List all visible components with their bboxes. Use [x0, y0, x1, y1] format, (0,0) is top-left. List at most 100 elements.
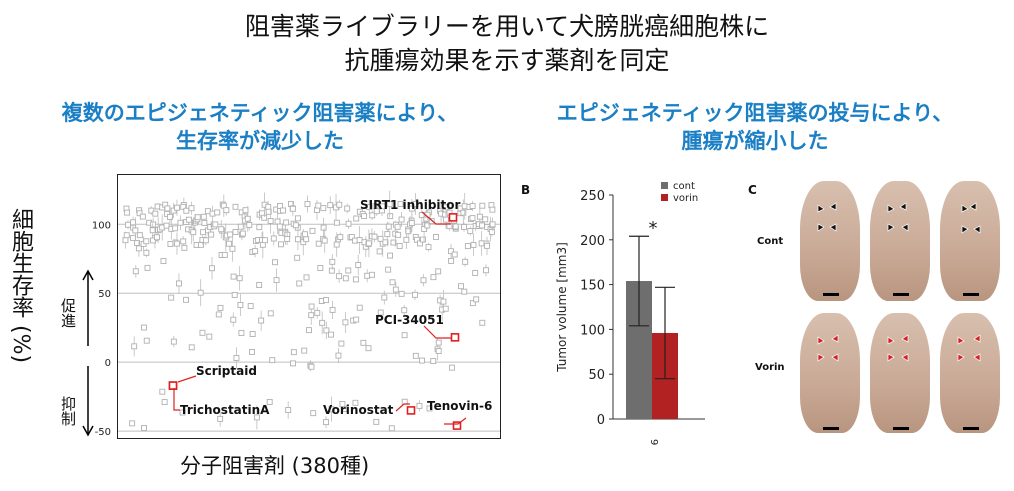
drug-point	[371, 233, 378, 240]
drug-point	[335, 352, 342, 359]
scale-bar	[823, 293, 839, 296]
drug-point	[401, 332, 408, 339]
drug-point	[202, 237, 209, 244]
drug-point	[149, 227, 156, 234]
drug-point	[232, 203, 239, 210]
drug-point	[337, 234, 344, 241]
drug-point	[209, 265, 215, 272]
drug-point	[179, 409, 186, 416]
drug-point	[230, 316, 237, 323]
drug-point	[421, 226, 428, 232]
drug-point	[342, 275, 349, 282]
drug-point	[253, 414, 260, 421]
drug-point	[319, 319, 326, 326]
drug-point	[356, 237, 363, 243]
scale-bar	[893, 293, 909, 296]
drug-point	[342, 319, 349, 326]
y-tick-label: 0	[105, 358, 111, 369]
drug-point	[180, 203, 187, 210]
drug-point	[401, 307, 408, 314]
drug-point	[469, 300, 476, 307]
drug-point	[294, 254, 301, 261]
drug-point	[233, 355, 240, 361]
drug-point	[229, 245, 236, 252]
drug-point	[420, 277, 427, 284]
drug-point	[376, 248, 383, 255]
drug-point	[160, 258, 167, 265]
drug-point	[336, 273, 343, 280]
drug-point	[303, 274, 310, 281]
drug-point	[353, 215, 360, 222]
drug-point	[387, 252, 394, 259]
drug-point	[273, 277, 280, 284]
drug-point	[200, 213, 207, 220]
drug-point	[136, 232, 143, 239]
drug-point	[356, 304, 363, 311]
drug-point	[426, 405, 433, 412]
drug-point	[395, 231, 402, 238]
legend-swatch	[661, 182, 668, 189]
highlighted-point	[450, 333, 460, 342]
drug-point	[470, 241, 477, 248]
drug-point	[366, 204, 373, 211]
drug-point	[167, 241, 174, 248]
drug-point	[140, 324, 147, 331]
drug-point	[244, 215, 251, 222]
bar-y-tick-label: 200	[580, 234, 605, 249]
bar-ylabel: Tumor volume [mm3]	[555, 242, 569, 373]
drug-point	[317, 265, 324, 271]
drug-point	[388, 425, 395, 432]
drug-point	[479, 222, 485, 229]
drug-point	[303, 236, 310, 243]
drug-point	[401, 398, 408, 405]
drug-point	[348, 234, 355, 240]
drug-point	[408, 220, 415, 227]
drug-point	[150, 237, 157, 244]
drug-point	[440, 298, 447, 305]
drug-point	[385, 223, 392, 230]
drug-point	[143, 238, 150, 245]
drug-point	[323, 327, 330, 334]
drug-point	[152, 210, 159, 217]
drug-point	[345, 267, 352, 274]
drug-point	[173, 204, 180, 211]
figure-title-line1: 阻害薬ライブラリーを用いて犬膀胱癌細胞株に	[244, 12, 770, 41]
drug-point	[168, 294, 175, 301]
drug-point	[141, 425, 147, 432]
drug-point	[442, 216, 449, 223]
drug-point	[256, 224, 263, 231]
drug-point	[209, 210, 216, 217]
drug-point	[159, 388, 166, 395]
drug-point	[163, 222, 170, 229]
drug-point	[183, 207, 190, 214]
drug-point	[320, 205, 327, 212]
drug-point	[353, 316, 360, 323]
bar-y-tick-label: 0	[597, 413, 605, 428]
drug-point	[430, 358, 437, 365]
drug-point	[364, 272, 371, 279]
drug-point	[396, 242, 403, 249]
drug-point	[323, 419, 329, 426]
drug-point	[227, 231, 234, 238]
drug-point	[452, 223, 459, 230]
drug-point	[206, 333, 213, 340]
tumor-volume-chart: 0 50 100 150 200 250 Tumor volume [mm3] 9 * con…	[555, 181, 705, 445]
drug-point	[483, 267, 489, 274]
drug-point	[386, 201, 393, 208]
drug-point	[269, 357, 276, 364]
drug-point	[467, 228, 474, 234]
drug-point	[328, 267, 335, 274]
drug-point	[270, 235, 277, 242]
drug-point	[382, 239, 389, 246]
drug-point	[412, 201, 419, 207]
drug-point	[190, 229, 197, 236]
drug-point	[315, 202, 322, 209]
drug-point	[329, 258, 336, 265]
drug-point	[464, 243, 471, 250]
drug-point	[242, 207, 249, 214]
mouse-photo-grid	[796, 179, 1012, 437]
drug-point	[239, 230, 246, 237]
drug-point	[131, 343, 138, 350]
drug-point	[435, 339, 442, 346]
drug-point	[232, 228, 239, 235]
